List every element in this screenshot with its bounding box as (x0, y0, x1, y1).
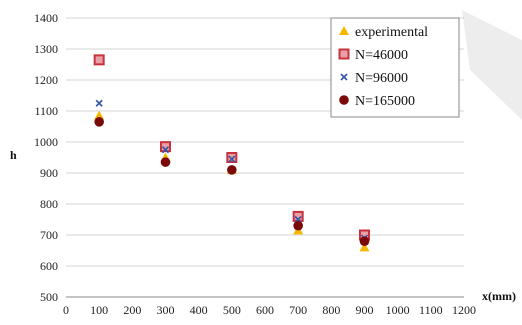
legend-marker-square (338, 48, 350, 60)
tick-labels: 500 600 700 800 900 1000 1100 1200 1300 1400 0 100 2… (34, 11, 476, 317)
x-tick-label: 400 (190, 303, 208, 317)
data-points (93, 54, 370, 252)
x-tick-label: 900 (356, 303, 374, 317)
legend-label: N=165000 (355, 94, 415, 109)
legend-label: N=96000 (355, 71, 408, 86)
legend-marker-triangle (339, 26, 349, 35)
x-tick-label: 1200 (452, 303, 476, 317)
y-axis-title: h (10, 148, 17, 162)
legend-marker-x (340, 73, 348, 81)
y-tick-label: 1100 (34, 104, 58, 118)
data-point-triangle (94, 110, 105, 120)
x-tick-label: 800 (322, 303, 340, 317)
y-tick-label: 1000 (34, 135, 58, 149)
x-tick-label: 600 (256, 303, 274, 317)
data-point-triangle (359, 242, 370, 252)
data-point-square (226, 152, 238, 163)
data-point-x (228, 155, 236, 163)
data-point-circle (94, 117, 104, 127)
x-tick-label: 0 (63, 303, 69, 317)
x-tick-label: 1000 (386, 303, 410, 317)
x-axis-title: x(mm) (482, 289, 516, 303)
y-tick-label: 700 (40, 228, 58, 242)
gridlines (66, 17, 464, 267)
legend-marker-circle (339, 95, 349, 105)
x-tick-label: 300 (157, 303, 175, 317)
y-tick-label: 1300 (34, 42, 58, 56)
y-tick-label: 600 (40, 259, 58, 273)
data-point-square (292, 210, 304, 222)
data-point-circle (160, 157, 171, 167)
data-point-x (161, 146, 170, 154)
y-tick-label: 800 (40, 197, 58, 211)
y-tick-label: 500 (40, 290, 58, 304)
legend-items: experimental N=46000 N=96000 N=165000 (338, 25, 428, 109)
x-tick-label: 100 (90, 303, 108, 317)
data-point-x (95, 99, 103, 107)
x-tick-label: 500 (223, 303, 241, 317)
legend-box (330, 17, 460, 118)
y-tick-label: 1400 (34, 11, 58, 25)
y-tick-label: 1200 (34, 73, 58, 87)
legend-label: N=46000 (355, 48, 408, 63)
data-point-square (160, 141, 171, 153)
x-tick-label: 700 (289, 303, 307, 317)
data-point-circle (227, 165, 237, 175)
data-point-square (93, 54, 105, 66)
x-tick-label: 1100 (419, 303, 443, 317)
watermark-logo (462, 10, 522, 120)
x-tick-label: 200 (123, 303, 141, 317)
data-point-circle (359, 236, 370, 246)
legend-label: experimental (355, 25, 428, 40)
legend: experimental N=46000 N=96000 N=165000 (330, 17, 460, 118)
data-point-circle (293, 220, 303, 231)
y-tick-label: 900 (40, 166, 58, 180)
